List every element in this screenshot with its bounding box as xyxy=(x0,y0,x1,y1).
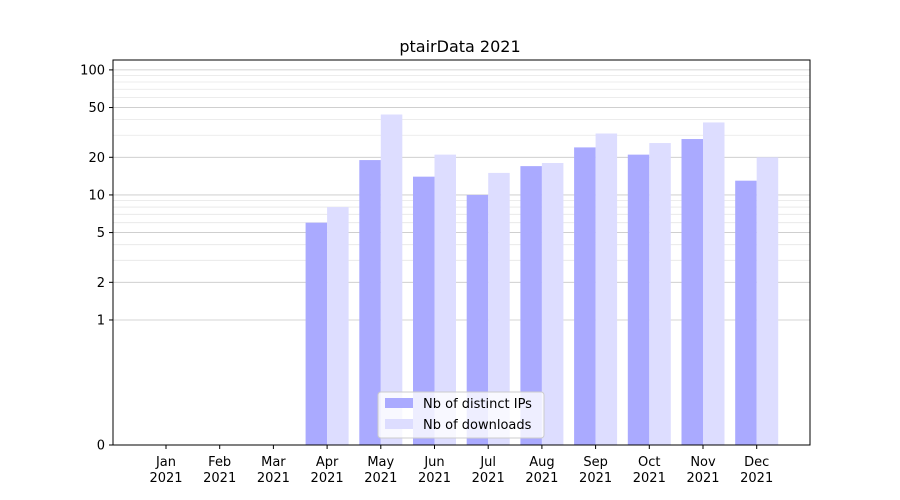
legend: Nb of distinct IPs Nb of downloads xyxy=(377,391,545,439)
bar-downloads xyxy=(488,172,510,445)
x-tick-label: Dec 2021 xyxy=(740,455,773,486)
bar-downloads xyxy=(327,207,349,445)
bar-downloads xyxy=(756,157,779,445)
x-tick-label: Apr 2021 xyxy=(311,455,344,486)
bar-downloads xyxy=(595,133,618,445)
y-tick-label: 10 xyxy=(88,188,105,203)
bar-downloads xyxy=(703,122,725,445)
bar-downloads xyxy=(649,143,671,445)
legend-label: Nb of downloads xyxy=(423,418,532,433)
x-tick-label: May 2021 xyxy=(364,455,397,486)
legend-box xyxy=(377,391,545,439)
y-tick-label: 5 xyxy=(97,226,105,241)
bar-distinct-ips xyxy=(305,222,328,445)
grid-layer xyxy=(113,69,810,321)
bar-distinct-ips xyxy=(466,194,489,445)
x-tick-label: Mar 2021 xyxy=(257,455,290,486)
chart-title: ptairData 2021 xyxy=(399,37,520,56)
x-tick-label: Sep 2021 xyxy=(579,455,612,486)
x-tick-label: Nov 2021 xyxy=(686,455,719,486)
bar-distinct-ips xyxy=(359,160,381,445)
y-tick-label: 100 xyxy=(80,63,105,78)
bar-distinct-ips xyxy=(520,166,542,445)
y-tick-label: 20 xyxy=(88,151,105,166)
x-tick-label: Oct 2021 xyxy=(633,455,666,486)
y-tick-label: 50 xyxy=(88,101,105,116)
bar-downloads xyxy=(380,114,403,445)
x-tick-label: Jan 2021 xyxy=(149,455,182,486)
y-tick-label: 2 xyxy=(97,276,105,291)
legend-label: Nb of distinct IPs xyxy=(423,397,532,412)
y-tick-label: 0 xyxy=(97,439,105,454)
bar-distinct-ips xyxy=(413,176,435,445)
legend-swatch xyxy=(385,398,413,408)
plot-frame xyxy=(112,59,811,446)
x-tick-label: Aug 2021 xyxy=(525,455,558,486)
bar-distinct-ips xyxy=(735,180,757,445)
x-axis: Jan 2021 Feb 2021 Mar 2021 Apr 2021 May 2021 Jun 20… xyxy=(149,445,773,486)
bar-distinct-ips xyxy=(574,147,596,446)
bar-downloads xyxy=(541,163,564,445)
legend-swatch xyxy=(385,419,413,429)
y-axis: 0 1 2 5 10 20 50 100 xyxy=(80,63,113,454)
y-tick-label: 1 xyxy=(97,313,105,328)
x-tick-label: Feb 2021 xyxy=(203,455,236,486)
x-tick-label: Jun 2021 xyxy=(418,455,451,486)
bar-distinct-ips xyxy=(681,139,703,445)
bar-distinct-ips xyxy=(627,154,650,446)
bars-layer xyxy=(305,114,779,446)
x-tick-label: Jul 2021 xyxy=(472,455,505,486)
bar-downloads xyxy=(434,154,456,446)
